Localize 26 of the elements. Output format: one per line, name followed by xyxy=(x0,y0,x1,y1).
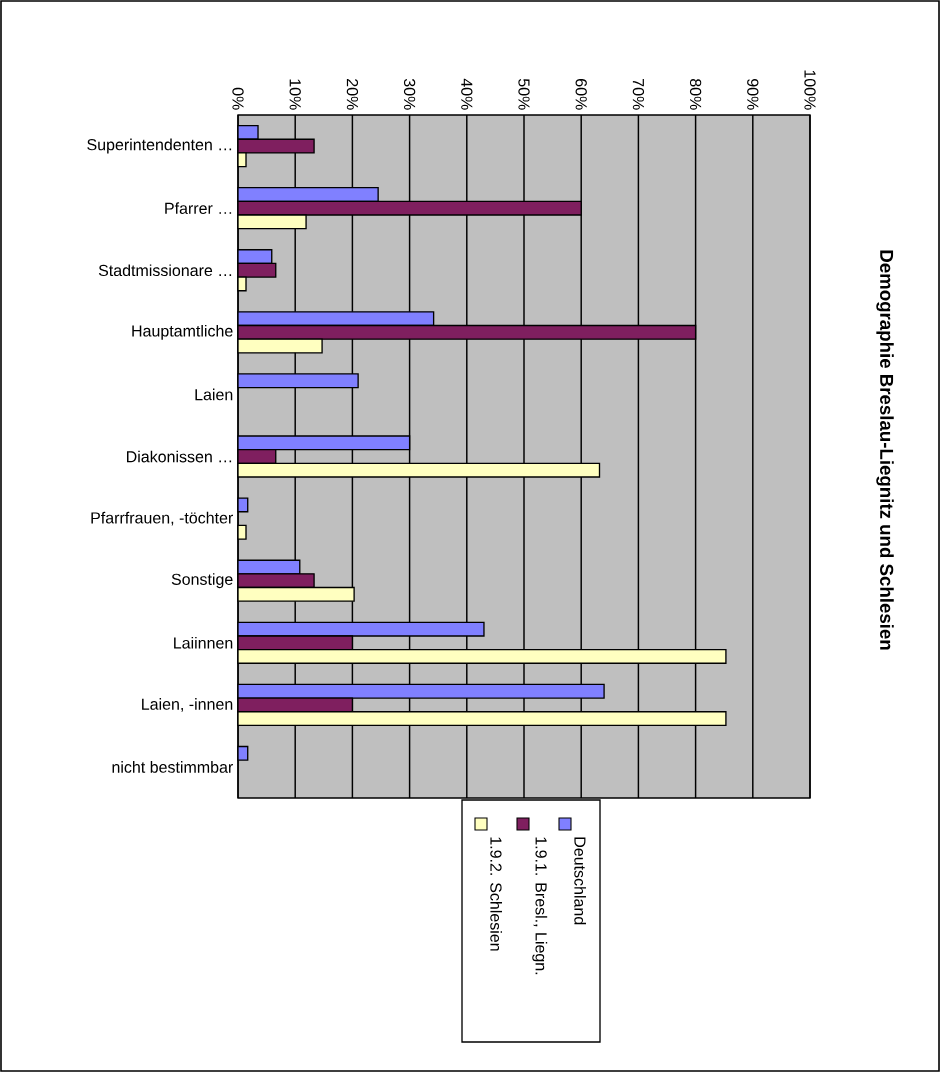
x-tick-label: 0% xyxy=(232,87,244,110)
y-tick-label: Laien, -innen xyxy=(142,698,233,712)
legend-label: Deutschland xyxy=(574,837,587,925)
y-tick-label: nicht bestimmbar xyxy=(112,761,233,773)
x-tick-label: 40% xyxy=(461,78,473,110)
y-tick-label: Laiinnen xyxy=(174,636,233,649)
x-tick-label: 20% xyxy=(346,79,359,110)
x-tick-label: 30% xyxy=(403,78,416,110)
y-tick-label: Diakonissen … xyxy=(127,450,232,463)
x-tick-label: 10% xyxy=(289,79,301,110)
y-tick-label: Stadtmissionare … xyxy=(98,264,232,277)
y-tick-label: Laien xyxy=(195,388,233,401)
y-tick-label: Pfarrfrauen, -töchter xyxy=(91,511,233,526)
y-tick-label: Hauptamtliche xyxy=(132,324,233,340)
x-tick-label: 70% xyxy=(632,79,645,110)
legend-label: 1.9.2. Schlesien xyxy=(490,837,503,951)
y-tick-label: Sonstige xyxy=(171,573,233,589)
x-tick-label: 100% xyxy=(804,70,816,110)
y-tick-label: Pfarrer … xyxy=(165,202,232,215)
x-tick-label: 60% xyxy=(575,79,587,110)
text: Demographie Breslau-Liegnitz und Schlesien xyxy=(876,250,894,650)
x-tick-label: 50% xyxy=(518,78,530,110)
x-tick-label: 90% xyxy=(747,79,759,110)
legend-label: 1.9.1. Bresl., Liegn. xyxy=(532,837,548,975)
x-tick-label: 80% xyxy=(689,78,702,110)
y-tick-label: Superintendenten … xyxy=(87,138,232,154)
